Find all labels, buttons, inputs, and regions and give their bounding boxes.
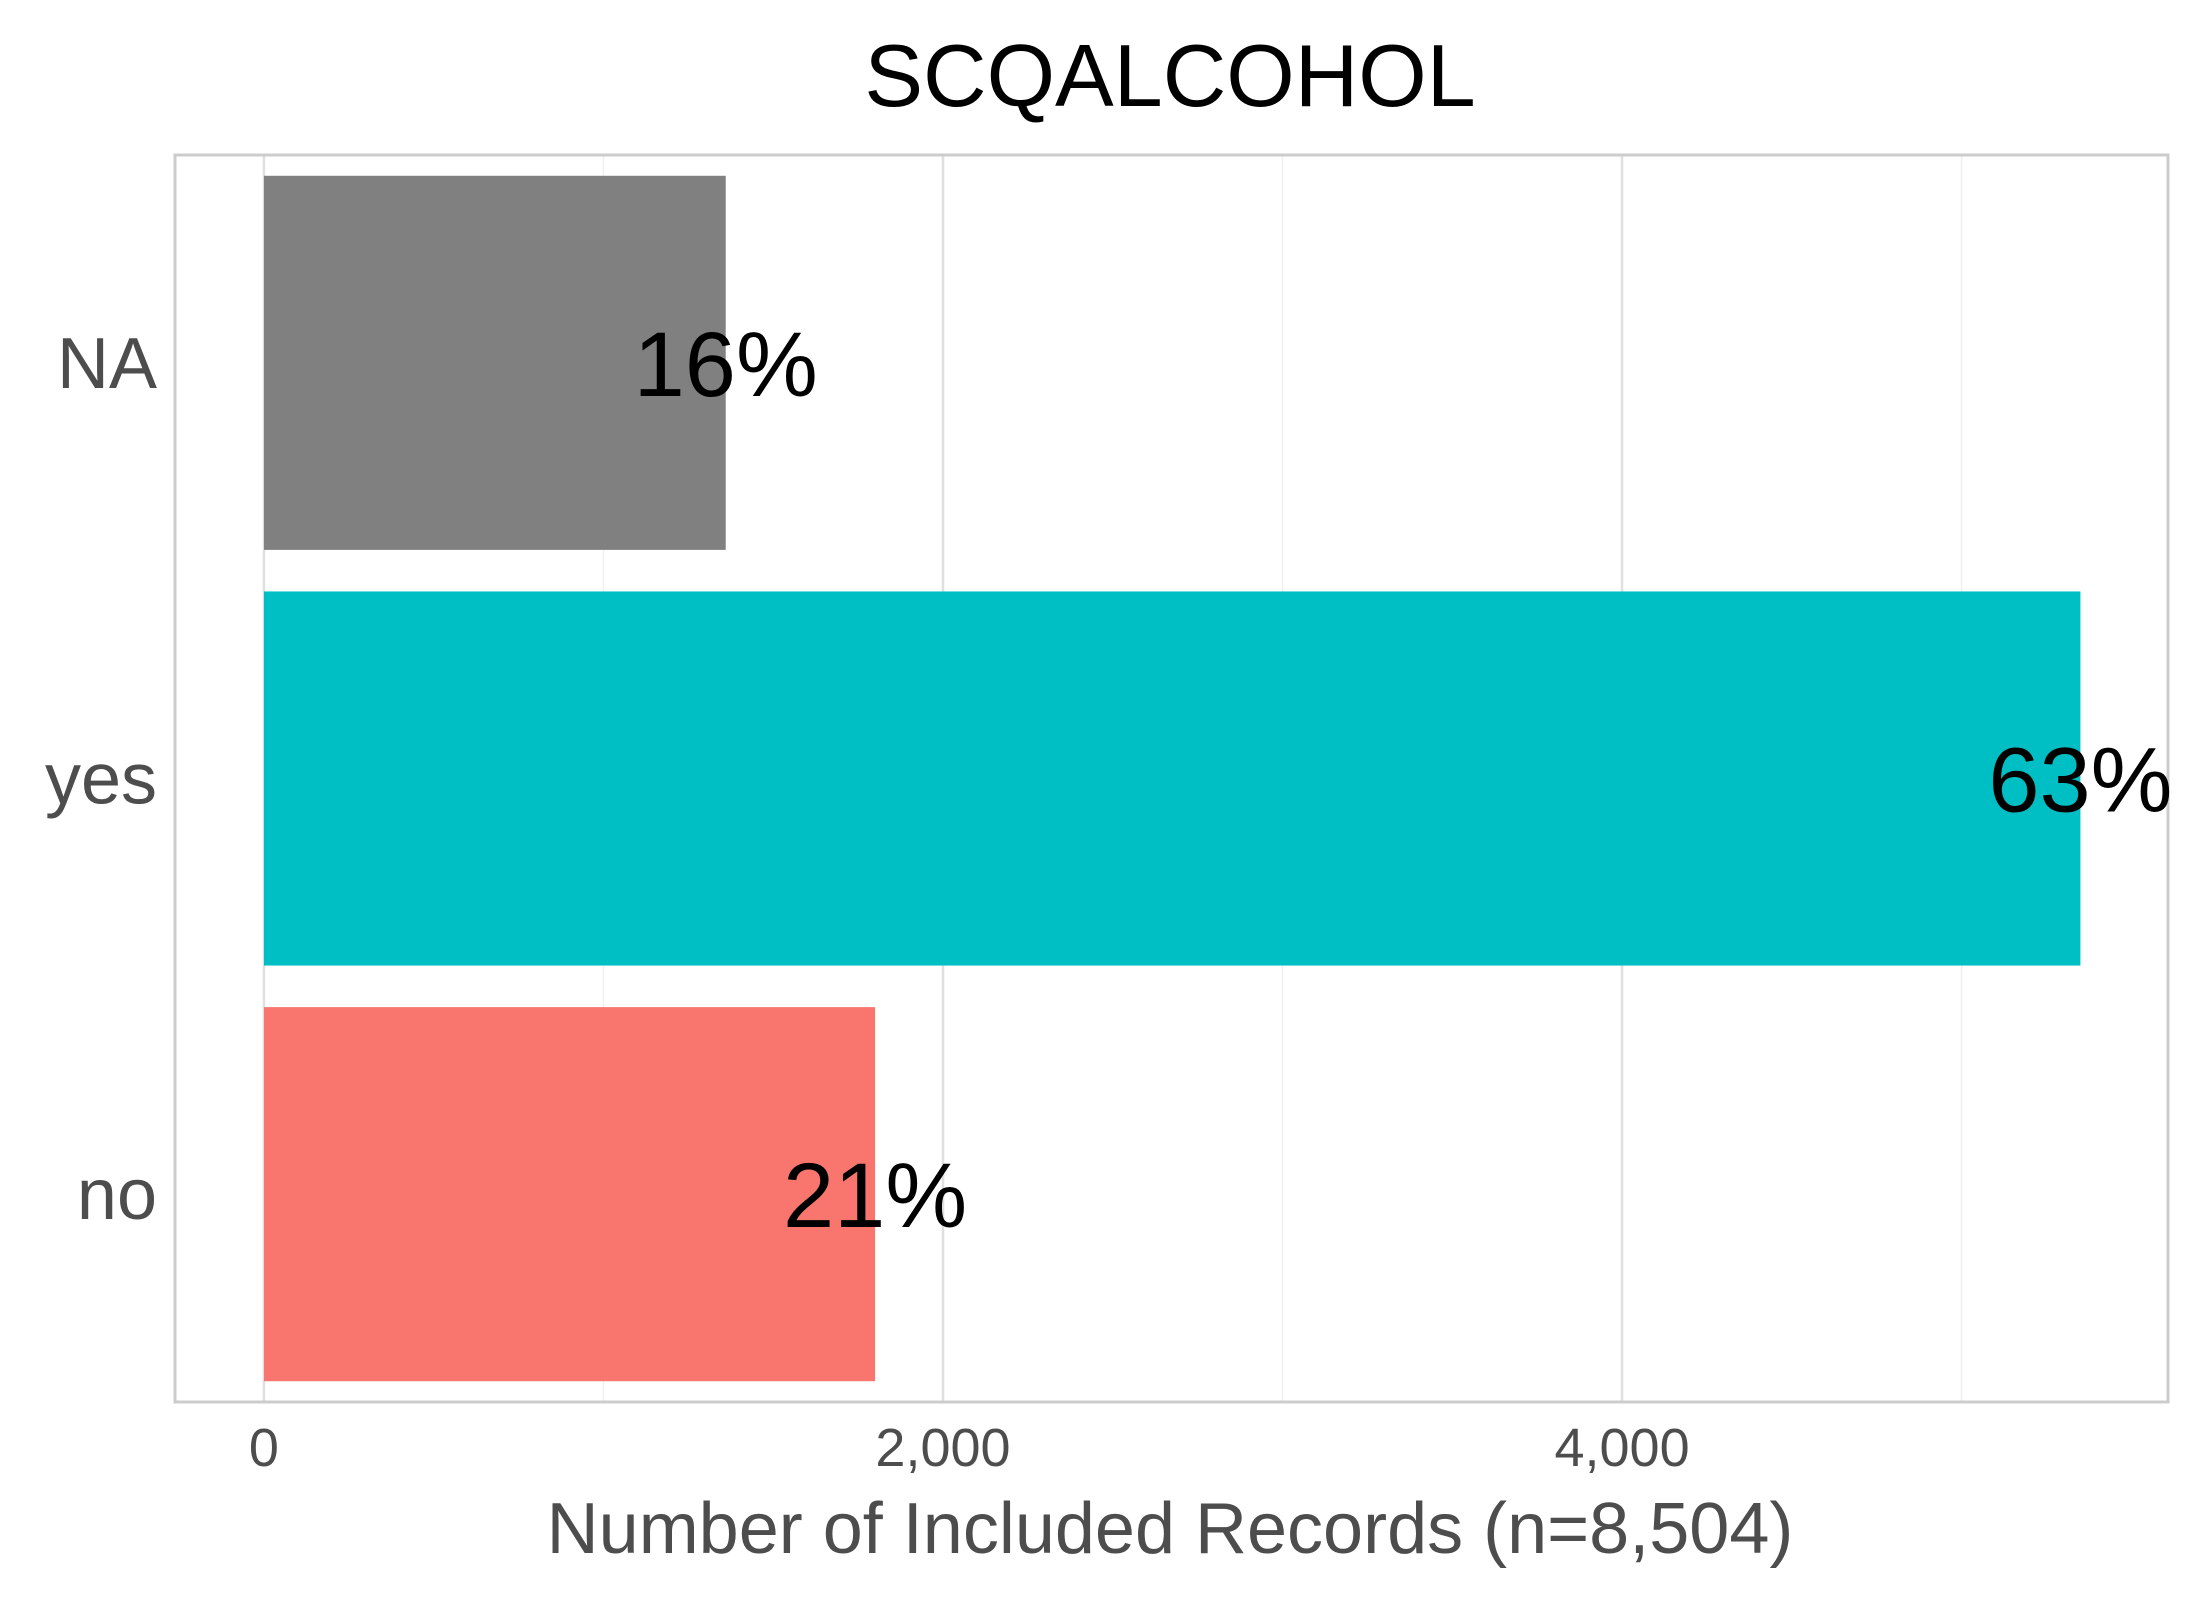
x-tick-labels: 0 2,000 4,000 — [249, 1418, 1690, 1478]
bars — [263, 175, 2081, 1382]
bar-na — [263, 175, 726, 550]
data-label-na: 16% — [634, 314, 818, 416]
bar-no — [263, 1007, 876, 1382]
data-label-no: 21% — [783, 1145, 967, 1247]
x-tick-label: 4,000 — [1554, 1418, 1689, 1478]
x-tick-label: 0 — [249, 1418, 279, 1478]
x-axis-title: Number of Included Records (n=8,504) — [547, 1489, 1794, 1569]
category-label-yes: yes — [45, 740, 157, 820]
category-labels: NA yes no — [45, 324, 157, 1235]
x-tick-label: 2,000 — [875, 1418, 1010, 1478]
plot-panel-border — [173, 153, 2170, 1404]
data-label-yes: 63% — [1988, 730, 2172, 832]
data-labels: 16% 63% 21% — [634, 314, 2173, 1247]
category-label-na: NA — [57, 324, 157, 404]
category-label-no: no — [77, 1155, 157, 1235]
chart-title: SCQALCOHOL — [864, 26, 1475, 125]
bar-yes — [263, 591, 2081, 966]
